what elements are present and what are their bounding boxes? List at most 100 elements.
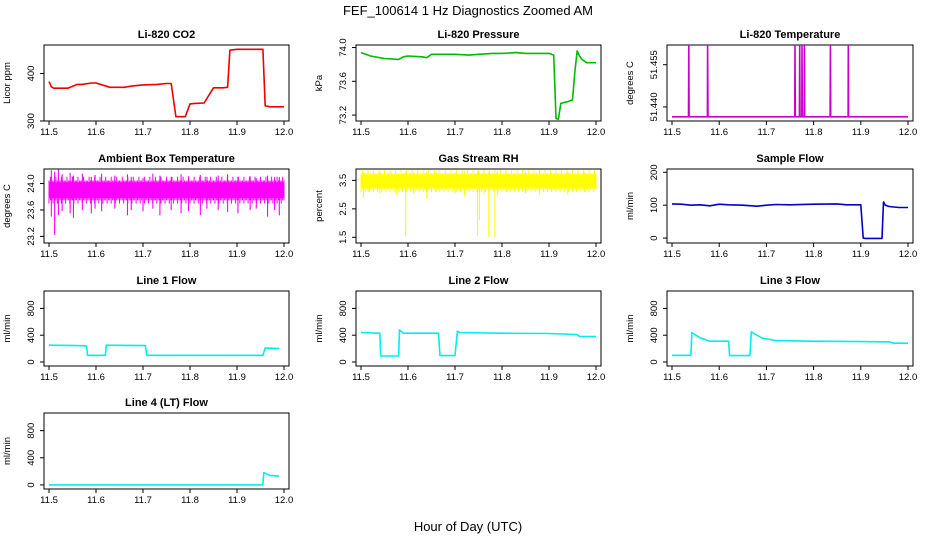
y-tick-label: 1.5: [338, 231, 349, 244]
y-tick-label: 400: [649, 327, 660, 343]
x-tick-label: 11.6: [710, 127, 728, 138]
y-tick-label: 73.2: [338, 106, 349, 125]
panel-title: Li-820 Pressure: [438, 29, 520, 41]
y-axis-label: percent: [314, 190, 325, 222]
x-tick-label: 11.7: [134, 372, 152, 383]
x-tick-label: 12.0: [275, 372, 294, 383]
y-axis-label: ml/min: [314, 315, 325, 343]
series-line: [671, 201, 908, 240]
x-tick-label: 12.0: [899, 127, 918, 138]
y-tick-label: 51.440: [649, 92, 660, 121]
x-tick-label: 11.6: [87, 372, 105, 383]
x-tick-label: 11.7: [134, 249, 152, 260]
y-axis-label: Licor ppm: [2, 62, 13, 104]
y-axis-label: ml/min: [2, 315, 13, 343]
x-tick-label: 11.9: [228, 372, 246, 383]
y-tick-label: 3.5: [338, 174, 349, 187]
y-tick-label: 800: [649, 300, 660, 316]
x-tick-label: 12.0: [275, 249, 294, 260]
plot-frame: [355, 168, 602, 244]
series-line: [360, 328, 596, 357]
x-tick-label: 11.5: [40, 372, 58, 383]
data-series: [360, 50, 596, 121]
series-line: [672, 330, 908, 357]
y-tick-label: 0: [338, 359, 349, 364]
x-tick-label: 11.8: [181, 372, 199, 383]
x-tick-label: 11.7: [134, 127, 152, 138]
x-tick-label: 11.8: [493, 249, 511, 260]
y-tick-label: 400: [26, 66, 37, 82]
y-tick-label: 73.6: [338, 72, 349, 91]
y-tick-label: 51.455: [649, 50, 660, 79]
panel-8: Line 3 Flow ml/min 11.5 11.6 11.7 11.8 11.9 12.…: [625, 275, 917, 383]
x-tick-label: 11.5: [663, 372, 681, 383]
series-line: [360, 50, 596, 121]
data-series: [671, 201, 908, 240]
data-series: [48, 344, 280, 357]
y-tick-label: 0: [649, 359, 660, 364]
x-tick-label: 11.7: [134, 495, 152, 506]
x-tick-label: 11.7: [758, 127, 776, 138]
panel-title: Line 4 (LT) Flow: [125, 397, 208, 409]
y-axis-label: kPa: [314, 74, 325, 91]
plot-frame: [666, 290, 914, 367]
y-tick-label: 0: [649, 235, 660, 240]
plot-frame: [355, 290, 602, 367]
panel-1: Li-820 Pressure kPa 11.5 11.6 11.7 11.8 11.9 12…: [314, 29, 605, 138]
y-tick-label: 400: [26, 450, 37, 466]
x-tick-label: 11.6: [399, 249, 417, 260]
x-tick-label: 11.6: [87, 495, 105, 506]
x-tick-label: 11.8: [181, 495, 199, 506]
panel-9: Line 4 (LT) Flow ml/min 11.5 11.6 11.7 11.8 11…: [2, 397, 293, 506]
figure-title: FEF_100614 1 Hz Diagnostics Zoomed AM: [343, 3, 593, 18]
x-tick-label: 11.9: [852, 127, 870, 138]
plot-frame: [43, 412, 290, 490]
x-tick-label: 11.6: [399, 127, 417, 138]
y-tick-label: 200: [649, 164, 660, 180]
y-tick-label: 0: [26, 482, 37, 487]
figure-x-label: Hour of Day (UTC): [414, 519, 522, 534]
plot-frame: [43, 44, 290, 122]
y-axis-label: degrees C: [2, 184, 13, 228]
y-tick-label: 2.5: [338, 202, 349, 215]
x-tick-label: 11.5: [40, 495, 58, 506]
x-tick-label: 11.6: [710, 249, 728, 260]
x-tick-label: 11.5: [352, 249, 370, 260]
y-tick-label: 800: [26, 423, 37, 439]
series-line: [48, 48, 284, 118]
x-tick-label: 11.5: [352, 372, 370, 383]
y-tick-label: 74.0: [338, 38, 349, 57]
x-tick-label: 11.8: [805, 372, 823, 383]
panel-title: Li-820 Temperature: [740, 29, 841, 41]
y-tick-label: 100: [649, 197, 660, 213]
plot-frame: [666, 44, 914, 122]
panel-6: Line 1 Flow ml/min 11.5 11.6 11.7 11.8 11.9 12.…: [2, 275, 293, 383]
x-tick-label: 11.7: [758, 372, 776, 383]
y-axis-label: ml/min: [625, 315, 636, 343]
x-tick-label: 11.7: [446, 249, 464, 260]
y-tick-label: 400: [26, 327, 37, 343]
x-tick-label: 12.0: [587, 127, 606, 138]
y-axis-label: ml/min: [625, 192, 636, 220]
panel-title: Line 2 Flow: [449, 275, 509, 287]
panel-7: Line 2 Flow ml/min 11.5 11.6 11.7 11.8 11.9 12.…: [314, 275, 605, 383]
panel-5: Sample Flow ml/min 11.5 11.6 11.7 11.8 11.9 12.…: [625, 153, 917, 260]
x-tick-label: 12.0: [587, 372, 606, 383]
panel-title: Line 3 Flow: [760, 275, 820, 287]
x-tick-label: 11.8: [493, 127, 511, 138]
x-tick-label: 12.0: [587, 249, 606, 260]
panel-3: Ambient Box Temperature degrees C 11.5 11.6…: [2, 153, 293, 260]
panel-2: Li-820 Temperature degrees C 11.5 11.6 11.7 1…: [625, 29, 917, 138]
x-tick-label: 11.5: [40, 249, 58, 260]
data-series: [48, 169, 285, 236]
x-tick-label: 11.9: [852, 249, 870, 260]
x-tick-label: 11.8: [181, 127, 199, 138]
y-tick-label: 0: [26, 359, 37, 364]
panel-0: Li-820 CO2 Licor ppm 11.5 11.6 11.7 11.8 11.9 1…: [2, 29, 293, 138]
x-tick-label: 11.8: [805, 249, 823, 260]
x-tick-label: 11.8: [805, 127, 823, 138]
x-tick-label: 11.9: [540, 249, 558, 260]
data-series: [48, 48, 284, 118]
y-tick-label: 400: [338, 327, 349, 343]
